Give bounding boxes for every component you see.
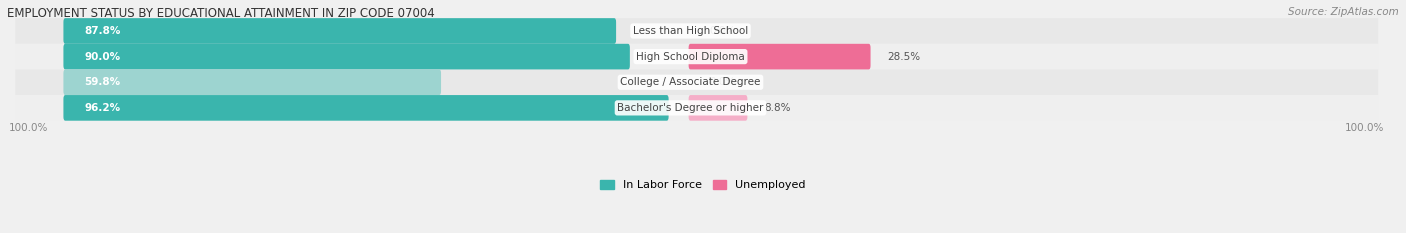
FancyBboxPatch shape (15, 95, 1378, 121)
Text: 100.0%: 100.0% (1346, 123, 1385, 133)
Text: 0.0%: 0.0% (709, 26, 735, 36)
Text: College / Associate Degree: College / Associate Degree (620, 77, 761, 87)
Legend: In Labor Force, Unemployed: In Labor Force, Unemployed (596, 175, 810, 195)
FancyBboxPatch shape (63, 95, 669, 121)
Text: 59.8%: 59.8% (84, 77, 120, 87)
FancyBboxPatch shape (15, 44, 1378, 69)
Text: 28.5%: 28.5% (887, 52, 921, 62)
FancyBboxPatch shape (689, 95, 748, 121)
FancyBboxPatch shape (689, 44, 870, 69)
FancyBboxPatch shape (15, 69, 1378, 95)
Text: 87.8%: 87.8% (84, 26, 121, 36)
Text: Source: ZipAtlas.com: Source: ZipAtlas.com (1288, 7, 1399, 17)
Text: High School Diploma: High School Diploma (636, 52, 745, 62)
Text: 8.8%: 8.8% (765, 103, 790, 113)
Text: Less than High School: Less than High School (633, 26, 748, 36)
FancyBboxPatch shape (63, 69, 441, 95)
FancyBboxPatch shape (63, 18, 616, 44)
Text: 100.0%: 100.0% (8, 123, 48, 133)
Text: Bachelor's Degree or higher: Bachelor's Degree or higher (617, 103, 763, 113)
Text: 96.2%: 96.2% (84, 103, 120, 113)
Text: EMPLOYMENT STATUS BY EDUCATIONAL ATTAINMENT IN ZIP CODE 07004: EMPLOYMENT STATUS BY EDUCATIONAL ATTAINM… (7, 7, 434, 20)
Text: 90.0%: 90.0% (84, 52, 120, 62)
FancyBboxPatch shape (63, 44, 630, 69)
Text: 0.0%: 0.0% (709, 77, 735, 87)
FancyBboxPatch shape (15, 18, 1378, 44)
